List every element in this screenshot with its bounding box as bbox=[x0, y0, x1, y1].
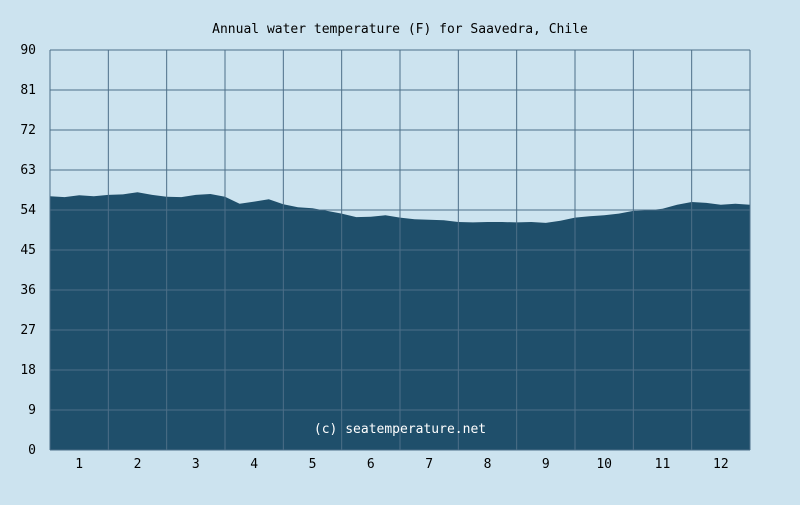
y-tick-label: 45 bbox=[20, 243, 36, 258]
y-tick-label: 18 bbox=[20, 363, 36, 378]
watermark-text: (c) seatemperature.net bbox=[314, 422, 486, 437]
y-tick-label: 0 bbox=[28, 443, 36, 458]
x-tick-label: 8 bbox=[484, 457, 492, 472]
x-tick-label: 7 bbox=[425, 457, 433, 472]
y-tick-label: 63 bbox=[20, 163, 36, 178]
y-tick-label: 90 bbox=[20, 43, 36, 58]
x-tick-label: 12 bbox=[713, 457, 729, 472]
x-tick-label: 4 bbox=[250, 457, 258, 472]
y-tick-label: 54 bbox=[20, 203, 36, 218]
x-tick-label: 11 bbox=[655, 457, 671, 472]
chart-title: Annual water temperature (F) for Saavedr… bbox=[212, 22, 588, 37]
x-tick-label: 3 bbox=[192, 457, 200, 472]
x-tick-label: 6 bbox=[367, 457, 375, 472]
x-tick-label: 2 bbox=[134, 457, 142, 472]
x-tick-label: 10 bbox=[596, 457, 612, 472]
y-tick-label: 36 bbox=[20, 283, 36, 298]
x-tick-label: 5 bbox=[309, 457, 317, 472]
y-tick-label: 27 bbox=[20, 323, 36, 338]
y-tick-label: 9 bbox=[28, 403, 36, 418]
y-tick-label: 72 bbox=[20, 123, 36, 138]
y-tick-label: 81 bbox=[20, 83, 36, 98]
x-tick-label: 9 bbox=[542, 457, 550, 472]
x-tick-label: 1 bbox=[75, 457, 83, 472]
